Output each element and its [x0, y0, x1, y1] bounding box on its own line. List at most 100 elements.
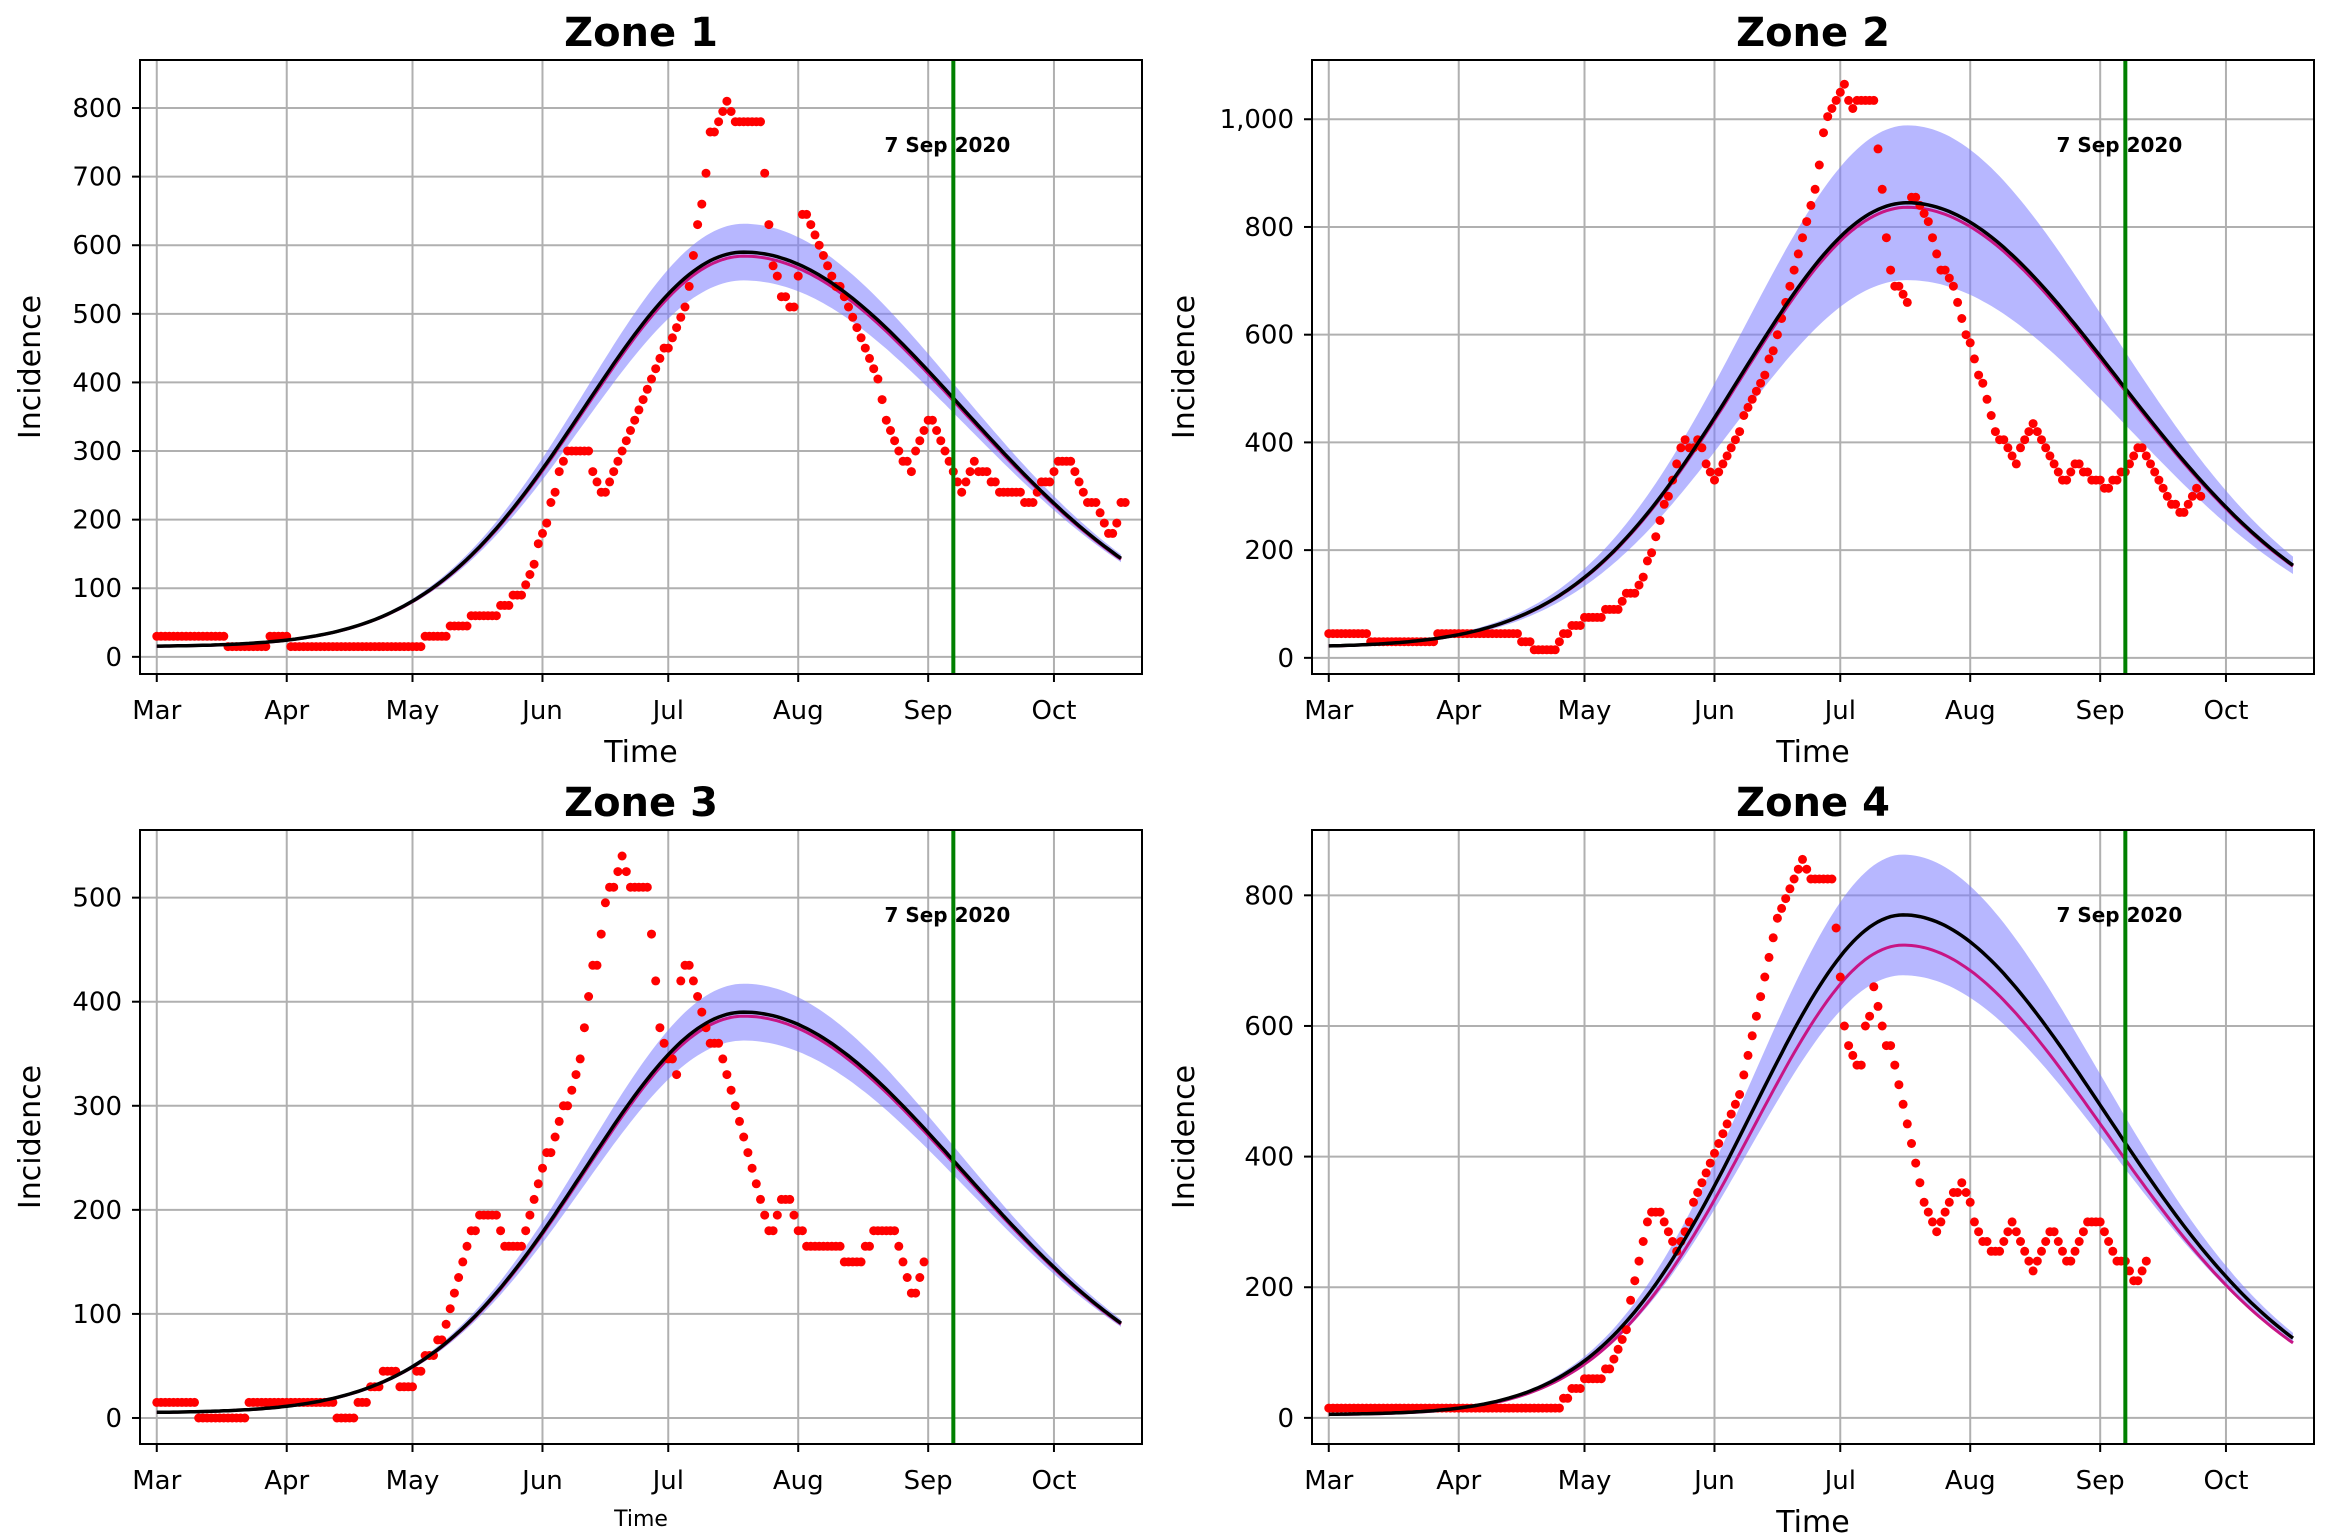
observed-point: [1015, 487, 1025, 497]
observed-point: [927, 415, 937, 425]
observed-point: [1714, 1139, 1724, 1148]
observed-point: [781, 292, 791, 302]
observed-point: [1512, 629, 1522, 639]
observed-point: [1898, 289, 1908, 299]
observed-point: [676, 312, 686, 322]
observed-point: [814, 240, 824, 250]
observed-point: [1777, 903, 1787, 913]
observed-point: [1781, 894, 1791, 904]
observed-point: [789, 302, 799, 312]
observed-point: [651, 976, 661, 986]
observed-point: [1894, 281, 1904, 291]
observed-point: [1743, 1050, 1753, 1060]
observed-point: [517, 1241, 526, 1251]
observed-point: [1613, 604, 1623, 614]
y-tick-label: 300: [72, 1092, 122, 1122]
observed-point: [693, 992, 703, 1001]
observed-point: [2183, 499, 2193, 509]
observed-point: [982, 467, 992, 477]
uncertainty-band: [1328, 854, 2293, 1415]
y-tick-label: 300: [72, 437, 122, 467]
observed-point: [1844, 1041, 1854, 1051]
observed-point: [915, 436, 925, 446]
y-tick-label: 200: [72, 1196, 122, 1226]
observed-point: [865, 1241, 874, 1251]
observed-point: [672, 1070, 682, 1080]
observed-point: [525, 570, 535, 579]
observed-point: [1835, 87, 1845, 97]
observed-point: [554, 1116, 564, 1126]
x-tick-label: Jun: [1692, 1466, 1735, 1496]
y-tick-label: 0: [1277, 644, 1294, 674]
observed-point: [546, 498, 556, 507]
uncertainty-band: [156, 223, 1122, 647]
observed-point: [714, 117, 724, 127]
observed-point: [1953, 297, 1963, 307]
observed-point: [2020, 1246, 2030, 1256]
observed-point: [1609, 1354, 1619, 1364]
observed-point: [1028, 498, 1038, 507]
observed-point: [722, 1070, 732, 1080]
observed-point: [642, 882, 652, 892]
observed-point: [550, 487, 560, 497]
axes-frame: [139, 59, 1143, 675]
observed-point: [613, 456, 623, 466]
observed-point: [2028, 1266, 2038, 1276]
observed-point: [2037, 1246, 2046, 1256]
observed-point: [1877, 184, 1887, 194]
y-axis-label: Incidence: [1167, 295, 1202, 439]
x-tick-label: Apr: [264, 1466, 309, 1496]
observed-point: [1760, 972, 1770, 982]
observed-point: [1877, 1021, 1887, 1031]
observed-point: [898, 1257, 908, 1267]
observed-point: [906, 467, 916, 477]
observed-point: [1095, 508, 1105, 518]
observed-point: [525, 1210, 535, 1220]
observed-point: [2066, 1256, 2076, 1266]
observed-point: [1638, 572, 1648, 582]
y-tick-label: 800: [1244, 881, 1294, 911]
observed-point: [802, 209, 812, 219]
observed-point: [1554, 1403, 1564, 1413]
uncertainty-band: [1328, 125, 2293, 647]
observed-point: [1806, 200, 1816, 210]
observed-point: [1919, 1197, 1929, 1207]
observed-point: [592, 477, 602, 487]
y-tick-label: 0: [105, 1404, 122, 1434]
observed-point: [1999, 435, 2009, 445]
observed-point: [1944, 1197, 1954, 1207]
observed-point: [760, 1210, 770, 1220]
observed-point: [642, 384, 652, 394]
observed-point: [2070, 1246, 2080, 1256]
observed-point: [517, 590, 526, 600]
observed-point: [714, 1038, 724, 1048]
x-tick-label: Jun: [520, 696, 563, 726]
observed-point: [2003, 443, 2013, 453]
observed-point: [1689, 1197, 1698, 1207]
plot-area: [1312, 830, 2314, 1444]
observed-point: [1078, 487, 1088, 497]
observed-point: [1802, 217, 1812, 227]
observed-point: [894, 1241, 904, 1251]
observed-point: [919, 426, 929, 435]
observed-point: [1563, 629, 1573, 639]
observed-point: [697, 199, 707, 209]
observed-point: [596, 929, 606, 939]
observed-point: [2187, 491, 2197, 501]
observed-point: [2141, 451, 2151, 461]
plot-series: [1324, 854, 2295, 1416]
observed-point: [458, 1257, 468, 1267]
model-fit-line: [156, 1010, 1123, 1415]
observed-point: [743, 1148, 753, 1158]
observed-point: [785, 1194, 795, 1204]
observed-point: [1718, 459, 1728, 469]
y-tick-label: 400: [1244, 428, 1294, 458]
observed-point: [1647, 548, 1657, 558]
y-tick-label: 800: [1244, 213, 1294, 243]
observed-point: [1596, 1374, 1606, 1384]
observed-point: [592, 960, 602, 970]
observed-point: [2095, 1217, 2105, 1227]
observed-point: [2024, 427, 2034, 437]
observed-point: [919, 1257, 929, 1267]
observed-point: [2041, 443, 2051, 453]
